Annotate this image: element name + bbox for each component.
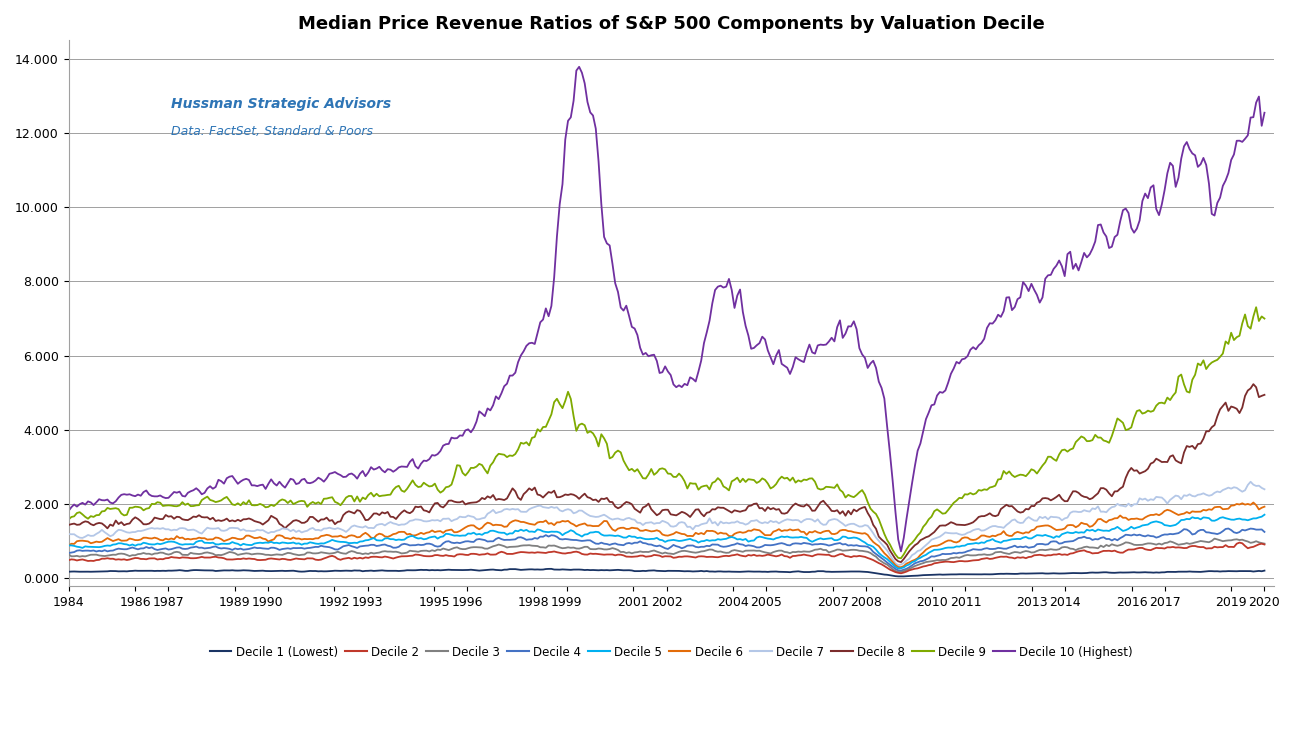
Text: Hussman Strategic Advisors: Hussman Strategic Advisors <box>171 97 392 111</box>
Title: Median Price Revenue Ratios of S&P 500 Components by Valuation Decile: Median Price Revenue Ratios of S&P 500 C… <box>298 15 1045 33</box>
Text: Data: FactSet, Standard & Poors: Data: FactSet, Standard & Poors <box>171 125 374 137</box>
Legend: Decile 1 (Lowest), Decile 2, Decile 3, Decile 4, Decile 5, Decile 6, Decile 7, D: Decile 1 (Lowest), Decile 2, Decile 3, D… <box>205 641 1137 663</box>
